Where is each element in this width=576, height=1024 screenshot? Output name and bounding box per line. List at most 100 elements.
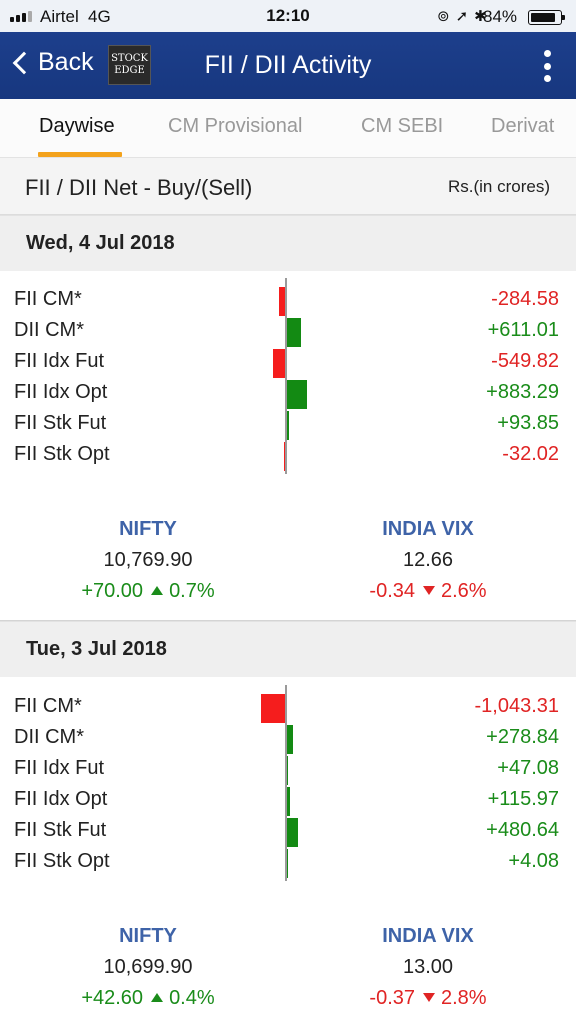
activity-row[interactable]: FII Idx Fut +47.08 xyxy=(0,753,576,785)
status-time: 12:10 xyxy=(266,6,310,25)
location-icon: ➚ xyxy=(455,8,475,25)
date-label: Wed, 4 Jul 2018 xyxy=(26,232,175,254)
net-bar xyxy=(287,818,298,847)
activity-row[interactable]: FII Idx Opt +115.97 xyxy=(0,784,576,816)
activity-row[interactable]: FII Stk Opt +4.08 xyxy=(0,846,576,878)
nav-bar: Back STOCK EDGE FII / DII Activity xyxy=(0,32,576,99)
activity-row[interactable]: FII Stk Fut +480.64 xyxy=(0,815,576,847)
back-button[interactable]: Back xyxy=(10,48,94,77)
tab-daywise[interactable]: Daywise xyxy=(39,115,115,137)
row-label: FII Stk Fut xyxy=(14,819,107,841)
nifty-value: 10,699.90 xyxy=(103,956,193,978)
back-label: Back xyxy=(38,48,94,76)
activity-row[interactable]: DII CM* +278.84 xyxy=(0,722,576,754)
tab-cm-sebi[interactable]: CM SEBI xyxy=(361,115,444,137)
tab-derivatives[interactable]: Derivat xyxy=(491,115,555,137)
nifty-change: +42.60 0.4% xyxy=(81,987,215,1009)
battery-icon xyxy=(528,10,565,25)
chart-axis xyxy=(285,278,287,474)
row-label: DII CM* xyxy=(14,726,84,748)
row-value: -32.02 xyxy=(502,443,559,465)
page-title: FII / DII Activity xyxy=(204,51,372,79)
status-bar: Airtel 4G 12:10 ⊚➚✱ 84% xyxy=(0,0,576,32)
activity-row[interactable]: FII Idx Opt +883.29 xyxy=(0,377,576,409)
network-type: 4G xyxy=(88,7,111,26)
net-bar xyxy=(272,349,285,378)
nifty-name: NIFTY xyxy=(119,925,177,947)
row-value: +611.01 xyxy=(487,319,559,341)
nifty-change: +70.00 0.7% xyxy=(81,580,215,602)
activity-row[interactable]: DII CM* +611.01 xyxy=(0,315,576,347)
row-value: +47.08 xyxy=(497,757,559,779)
bluetooth-icon: ✱ xyxy=(474,8,493,25)
vix-change: -0.37 2.8% xyxy=(369,987,487,1009)
nifty-value: 10,769.90 xyxy=(103,549,193,571)
date-header: Tue, 3 Jul 2018 xyxy=(0,621,576,677)
carrier-name: Airtel xyxy=(40,7,79,26)
nifty-summary[interactable]: NIFTY 10,699.90 +42.60 0.4% xyxy=(4,925,292,1010)
vix-change: -0.34 2.6% xyxy=(369,580,487,602)
vix-name: INDIA VIX xyxy=(382,925,474,947)
row-value: +480.64 xyxy=(486,819,559,841)
nifty-summary[interactable]: NIFTY 10,769.90 +70.00 0.7% xyxy=(4,518,292,603)
date-header: Wed, 4 Jul 2018 xyxy=(0,215,576,271)
row-label: DII CM* xyxy=(14,319,84,341)
row-value: +93.85 xyxy=(497,412,559,434)
summary-header: FII / DII Net - Buy/(Sell) Rs.(in crores… xyxy=(0,157,576,215)
vix-value: 12.66 xyxy=(402,549,454,571)
summary-title: FII / DII Net - Buy/(Sell) xyxy=(25,175,253,200)
row-label: FII Stk Opt xyxy=(14,443,110,465)
arrow-down-icon xyxy=(423,993,435,1003)
signal-strength-icon xyxy=(10,11,32,22)
battery-percent: 84% xyxy=(483,7,518,26)
net-bar xyxy=(278,287,285,316)
vix-value: 13.00 xyxy=(402,956,454,978)
india-vix-summary[interactable]: INDIA VIX 13.00 -0.37 2.8% xyxy=(284,925,572,1010)
row-label: FII Idx Fut xyxy=(14,350,105,372)
rotation-lock-icon: ⊚ xyxy=(437,8,456,25)
net-bar xyxy=(287,411,290,440)
row-value: -1,043.31 xyxy=(474,695,559,717)
activity-row[interactable]: FII Stk Opt -32.02 xyxy=(0,439,576,471)
row-value: +115.97 xyxy=(487,788,559,810)
net-bar xyxy=(287,849,288,878)
india-vix-summary[interactable]: INDIA VIX 12.66 -0.34 2.6% xyxy=(284,518,572,603)
chart-axis xyxy=(285,685,287,881)
tab-cm-provisional[interactable]: CM Provisional xyxy=(168,115,303,137)
net-bar xyxy=(287,380,307,409)
net-bar xyxy=(287,756,289,785)
more-options-icon[interactable] xyxy=(541,50,553,82)
arrow-up-icon xyxy=(151,993,164,1003)
unit-label: Rs.(in crores) xyxy=(447,177,550,196)
arrow-up-icon xyxy=(151,586,164,596)
row-value: +4.08 xyxy=(508,850,559,872)
arrow-down-icon xyxy=(423,586,435,596)
nifty-name: NIFTY xyxy=(119,518,177,540)
row-value: -549.82 xyxy=(491,350,559,372)
net-bar xyxy=(287,725,294,754)
divider xyxy=(0,620,576,621)
activity-row[interactable]: FII Idx Fut -549.82 xyxy=(0,346,576,378)
status-icons: ⊚➚✱ xyxy=(437,7,493,25)
tab-bar: Daywise CM Provisional CM SEBI Derivat xyxy=(0,99,576,157)
activity-row[interactable]: FII CM* -1,043.31 xyxy=(0,691,576,723)
net-bar xyxy=(261,694,285,723)
net-bar xyxy=(284,442,285,471)
activity-row[interactable]: FII Stk Fut +93.85 xyxy=(0,408,576,440)
row-value: -284.58 xyxy=(491,288,559,310)
row-label: FII Idx Opt xyxy=(14,381,108,403)
row-label: FII Idx Opt xyxy=(14,788,108,810)
row-label: FII CM* xyxy=(14,695,82,717)
activity-row[interactable]: FII CM* -284.58 xyxy=(0,284,576,316)
stockedge-logo: STOCK EDGE xyxy=(108,45,151,85)
row-label: FII Idx Fut xyxy=(14,757,105,779)
net-bar xyxy=(287,787,290,816)
row-label: FII Stk Fut xyxy=(14,412,107,434)
row-label: FII CM* xyxy=(14,288,82,310)
date-label: Tue, 3 Jul 2018 xyxy=(26,638,167,660)
row-value: +278.84 xyxy=(486,726,559,748)
row-label: FII Stk Opt xyxy=(14,850,110,872)
net-bar xyxy=(287,318,301,347)
vix-name: INDIA VIX xyxy=(382,518,474,540)
row-value: +883.29 xyxy=(486,381,559,403)
